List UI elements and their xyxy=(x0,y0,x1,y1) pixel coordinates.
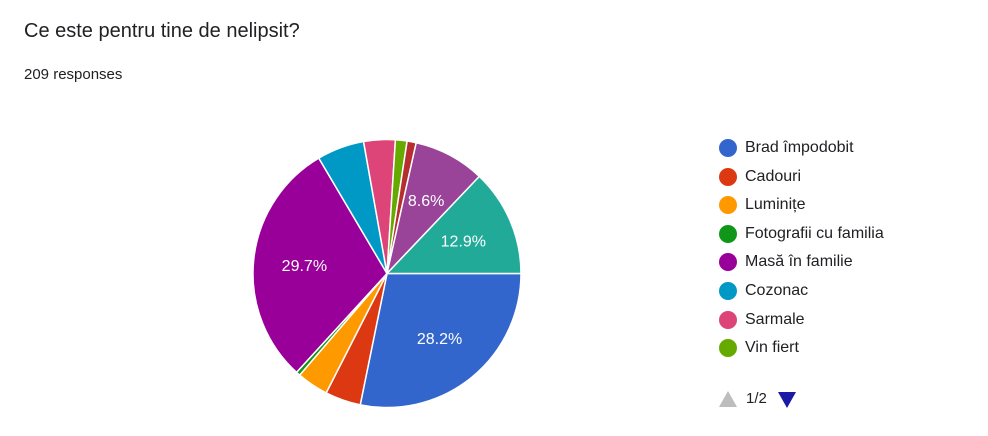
legend-label: Cozonac xyxy=(745,281,809,299)
legend-swatch xyxy=(719,224,737,243)
legend-swatch xyxy=(719,139,737,157)
legend-swatch xyxy=(719,281,737,300)
legend-swatch xyxy=(719,196,737,215)
legend-label: Brad împodobit xyxy=(745,139,854,156)
legend-label: Cadouri xyxy=(745,167,802,185)
pie-slice-10[interactable] xyxy=(385,175,522,275)
slice-value-label: 28.2% xyxy=(417,331,462,348)
legend-label: Masă în familie xyxy=(745,253,853,271)
legend-label: Luminițe xyxy=(745,196,806,214)
legend-label: Sarmale xyxy=(745,310,805,328)
slice-value-label: 29.7% xyxy=(282,258,327,275)
slice-value-label: 8.6% xyxy=(408,193,444,210)
response-count: 209 responses xyxy=(24,66,123,83)
pie-slice-4[interactable] xyxy=(252,157,388,374)
triangle-up-icon[interactable] xyxy=(719,391,737,407)
legend-swatch xyxy=(719,310,737,329)
triangle-down-icon[interactable] xyxy=(778,392,796,408)
legend-swatch xyxy=(719,339,737,358)
legend-swatch xyxy=(719,167,737,186)
legend-label: Fotografii cu familia xyxy=(745,224,884,242)
question-title: Ce este pentru tine de nelipsit? xyxy=(24,20,300,42)
slice-value-label: 12.9% xyxy=(441,234,486,251)
pie-slice-0[interactable] xyxy=(359,272,522,409)
legend-label: Vin fiert xyxy=(745,339,799,357)
legend-swatch xyxy=(719,253,737,272)
pager-label: 1/2 xyxy=(746,390,767,407)
